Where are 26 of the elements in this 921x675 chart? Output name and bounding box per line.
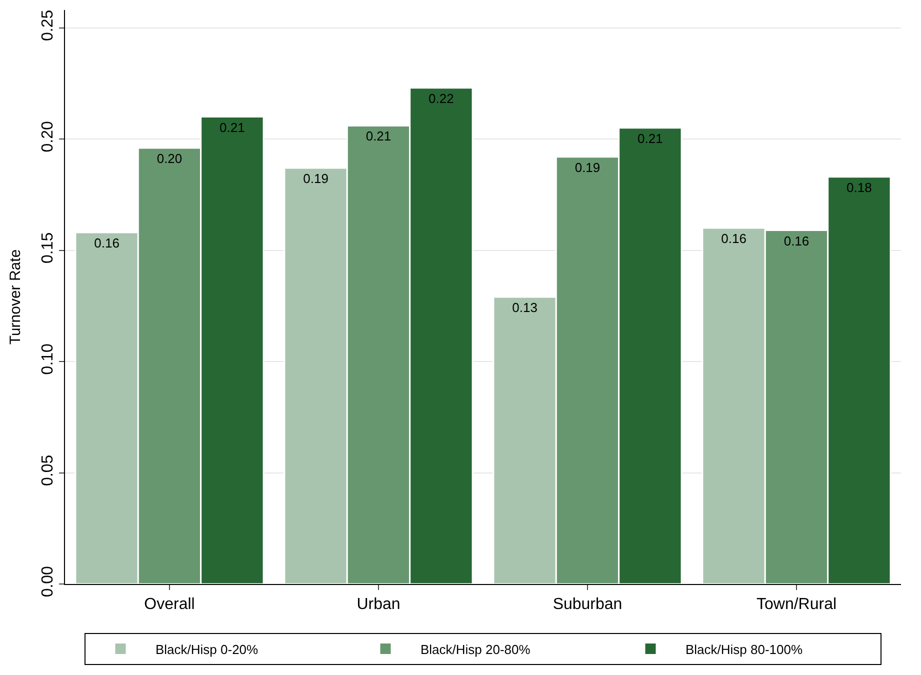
y-tick-label: 0.00 (40, 566, 57, 598)
x-tick-label: Suburban (552, 596, 622, 614)
x-tick-label: Urban (356, 596, 400, 614)
data-label: 0.18 (846, 180, 872, 195)
data-label: 0.21 (220, 120, 245, 135)
y-tick-label: 0.25 (40, 10, 57, 41)
data-label: 0.21 (366, 128, 392, 144)
data-label: 0.20 (156, 150, 182, 166)
data-label: 0.21 (638, 130, 663, 146)
data-label: 0.22 (428, 90, 454, 106)
legend-label: Black/Hisp 20-80% (420, 642, 531, 657)
data-label: 0.16 (784, 233, 810, 248)
data-label: 0.13 (512, 300, 538, 315)
y-tick-label: 0.20 (40, 120, 57, 152)
y-axis-title: Turnover Rate (6, 249, 24, 345)
legend-label: Black/Hisp 0-20% (156, 642, 259, 657)
x-tick-label: Overall (144, 596, 195, 614)
y-tick-label: 0.05 (40, 454, 57, 486)
y-tick-label: 0.15 (40, 232, 57, 264)
data-label: 0.16 (721, 231, 746, 246)
y-tick-label: 0.10 (40, 343, 57, 375)
data-label: 0.16 (94, 235, 120, 250)
data-label: 0.19 (574, 160, 600, 175)
data-label: 0.19 (303, 170, 328, 186)
legend-label: Black/Hisp 80-100% (686, 642, 803, 657)
x-tick-label: Town/Rural (756, 596, 837, 614)
